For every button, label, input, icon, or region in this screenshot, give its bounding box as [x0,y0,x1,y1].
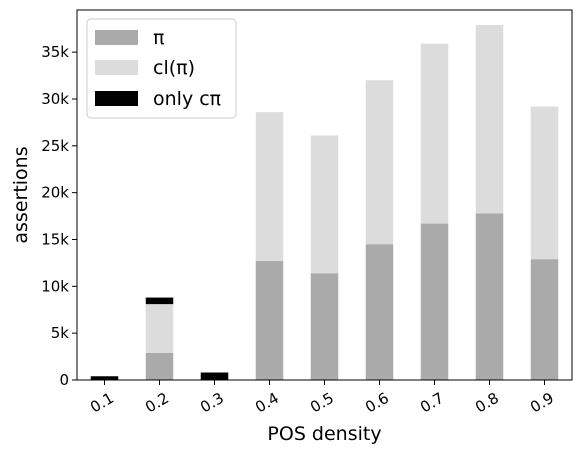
x-axis-title: POS density [267,423,381,445]
x-tick-label: 0.9 [527,389,557,417]
bar-0-6-series-1 [365,80,394,245]
y-tick-label: 20k [41,184,69,202]
y-tick-label: 5k [51,324,70,342]
x-tick-label: 0.7 [417,389,447,417]
legend-swatch-only-c-pi [95,91,138,106]
x-tick-label: 0.2 [142,389,172,417]
legend-swatch-pi [95,30,138,45]
bar-0-2-series-1 [145,304,174,353]
bar-0-2-series-0 [145,352,174,380]
bar-0-5-series-1 [310,135,339,274]
bar-0-4-series-1 [255,112,284,262]
x-tick-label: 0.5 [307,389,337,417]
bar-0-6-series-0 [365,244,394,380]
y-tick-label: 15k [41,230,69,248]
y-tick-label: 10k [41,277,69,295]
x-tick-label: 0.3 [197,389,227,417]
bar-0-4-series-0 [255,261,284,380]
y-tick-label: 0 [59,371,69,389]
bar-0-7-series-1 [420,43,449,224]
x-tick-label: 0.4 [252,389,282,417]
bar-0-5-series-0 [310,273,339,380]
y-axis: 0 5k 10k 15k 20k 25k 30k 35k [41,43,77,389]
bar-0-3-series-2 [200,372,229,380]
x-axis: 0.1 0.2 0.3 0.4 0.5 0.6 0.7 0.8 0.9 [87,380,557,416]
bar-0-7-series-0 [420,223,449,380]
x-tick-label: 0.8 [472,389,502,417]
x-tick-label: 0.6 [362,389,392,417]
bar-0-9-series-0 [530,259,559,380]
bar-0-1-series-2 [90,376,119,380]
legend-label-cl-pi: cl(π) [153,57,195,79]
legend: π cl(π) only cπ [86,18,237,119]
legend-label-only-c-pi: only cπ [153,88,221,110]
legend-label-pi: π [153,27,164,49]
bar-0-2-series-2 [145,297,174,305]
bar-0-9-series-1 [530,106,559,260]
bar-0-8-series-0 [475,213,504,380]
bar-0-8-series-1 [475,24,504,214]
bars-layer [90,24,559,380]
y-axis-title: assertions [10,146,32,243]
legend-swatch-cl-pi [95,60,138,75]
y-tick-label: 30k [41,90,69,108]
y-tick-label: 25k [41,137,69,155]
x-tick-label: 0.1 [87,389,117,417]
y-tick-label: 35k [41,43,69,61]
